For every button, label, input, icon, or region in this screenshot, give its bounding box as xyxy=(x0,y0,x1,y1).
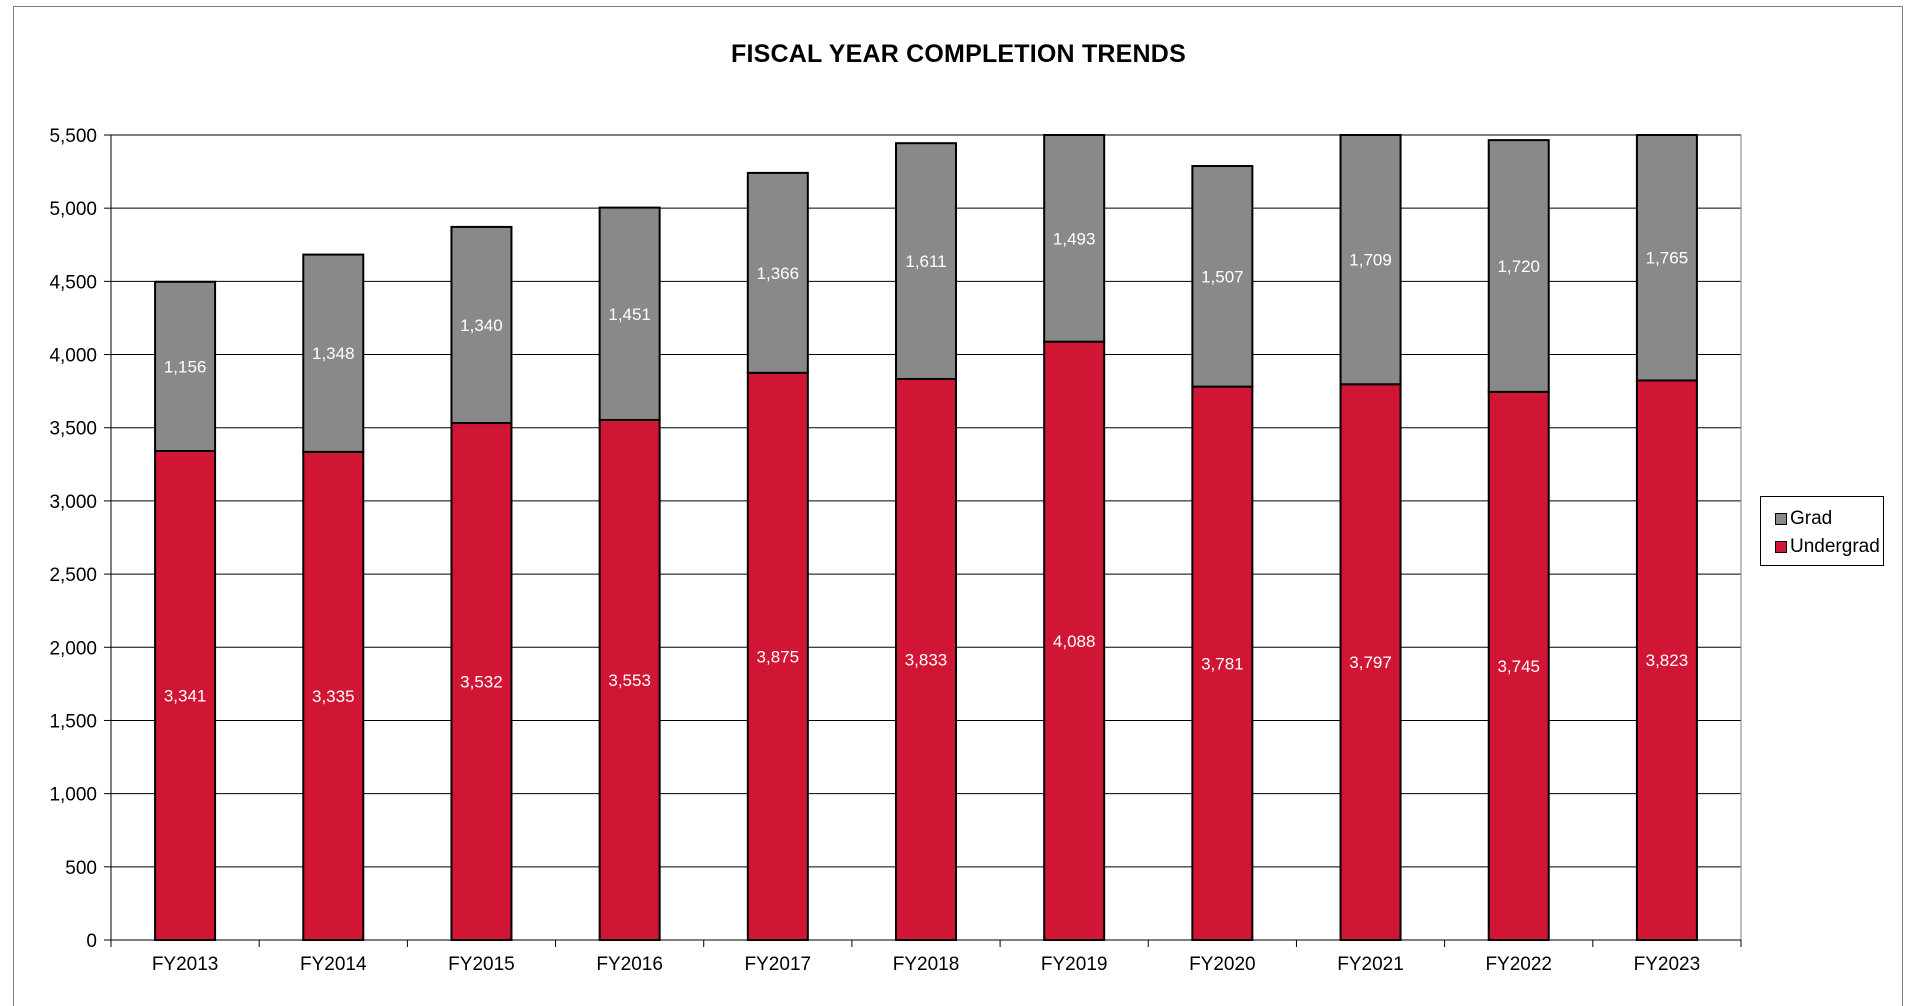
data-label-grad: 1,366 xyxy=(757,264,800,283)
data-label-grad: 1,765 xyxy=(1646,249,1689,268)
x-tick-label: FY2015 xyxy=(448,954,515,975)
y-tick-label: 4,000 xyxy=(49,346,97,367)
bar-undergrad-fy2018 xyxy=(895,377,957,942)
bar-grad-fy2019 xyxy=(1043,134,1106,343)
y-tick-label: 4,500 xyxy=(49,272,97,293)
x-tick-label: FY2020 xyxy=(1189,954,1256,975)
legend-item-undergrad: Undergrad xyxy=(1775,535,1880,559)
x-tick-label: FY2019 xyxy=(1041,954,1108,975)
chart-title: FISCAL YEAR COMPLETION TRENDS xyxy=(731,40,1186,68)
data-label-grad: 1,348 xyxy=(312,344,355,363)
data-label-undergrad: 3,781 xyxy=(1201,654,1244,673)
bars xyxy=(154,134,1698,942)
x-tick-label: FY2016 xyxy=(596,954,663,975)
bar-undergrad-fy2022 xyxy=(1487,390,1550,942)
data-label-undergrad: 3,875 xyxy=(757,647,800,666)
data-label-grad: 1,507 xyxy=(1201,267,1244,286)
x-tick-label: FY2013 xyxy=(152,954,219,975)
x-tick-label: FY2022 xyxy=(1485,954,1552,975)
x-tick-label: FY2014 xyxy=(300,954,367,975)
legend-label-undergrad: Undergrad xyxy=(1790,536,1880,557)
y-tick-label: 2,500 xyxy=(49,565,97,586)
labels: 0 500 1,000 1,500 2,000 2,500 3,000 3,500 4,000 4… xyxy=(49,126,1700,975)
bar-grad-fy2016 xyxy=(598,206,661,421)
bar-grad-fy2020 xyxy=(1191,165,1254,388)
bar-undergrad-fy2019 xyxy=(1043,340,1106,941)
bar-grad-fy2014 xyxy=(302,253,365,453)
y-tick-label: 3,000 xyxy=(49,492,97,513)
y-tick-label: 3,500 xyxy=(49,419,97,440)
x-tick-label: FY2017 xyxy=(745,954,812,975)
x-tick-label: FY2023 xyxy=(1634,954,1701,975)
data-label-grad: 1,340 xyxy=(460,316,503,335)
bar-grad-fy2023 xyxy=(1635,134,1698,382)
data-label-grad: 1,156 xyxy=(164,357,207,376)
legend-item-grad: Grad xyxy=(1775,507,1832,531)
legend-label-grad: Grad xyxy=(1790,508,1833,529)
legend-swatch-undergrad xyxy=(1775,541,1787,553)
bar-grad-fy2021 xyxy=(1339,134,1402,386)
data-label-undergrad: 3,532 xyxy=(460,673,503,692)
y-tick-label: 0 xyxy=(86,931,97,952)
bar-grad-fy2017 xyxy=(746,171,809,374)
data-label-undergrad: 4,088 xyxy=(1053,632,1096,651)
bar-grad-fy2015 xyxy=(450,225,513,425)
y-tick-label: 2,000 xyxy=(49,638,97,659)
legend: Grad Undergrad xyxy=(1760,496,1884,566)
data-label-grad: 1,709 xyxy=(1349,251,1392,270)
y-tick-label: 500 xyxy=(65,858,97,879)
x-tick-label: FY2018 xyxy=(893,954,960,975)
bar-undergrad-fy2015 xyxy=(450,422,513,941)
data-label-undergrad: 3,553 xyxy=(608,671,651,690)
bar-grad-fy2013 xyxy=(154,280,217,452)
data-label-undergrad: 3,797 xyxy=(1349,653,1392,672)
legend-swatch-grad xyxy=(1775,513,1787,525)
data-label-grad: 1,611 xyxy=(905,252,946,271)
bar-grad-fy2018 xyxy=(895,142,957,380)
bar-grad-fy2022 xyxy=(1487,139,1550,393)
y-tick-label: 1,000 xyxy=(49,785,97,806)
bar-undergrad-fy2021 xyxy=(1339,383,1402,941)
y-tick-label: 5,000 xyxy=(49,199,97,220)
bar-undergrad-fy2017 xyxy=(746,371,809,942)
data-label-grad: 1,493 xyxy=(1053,229,1096,248)
data-label-undergrad: 3,745 xyxy=(1497,657,1540,676)
y-tick-label: 5,500 xyxy=(49,126,97,147)
data-label-undergrad: 3,341 xyxy=(164,686,207,705)
bar-undergrad-fy2016 xyxy=(598,418,661,942)
y-tick-label: 1,500 xyxy=(49,711,97,732)
axes xyxy=(104,134,1742,947)
data-label-grad: 1,451 xyxy=(608,305,651,324)
data-label-undergrad: 3,833 xyxy=(905,650,948,669)
bar-undergrad-fy2020 xyxy=(1191,385,1254,941)
data-label-grad: 1,720 xyxy=(1497,257,1540,276)
data-label-undergrad: 3,823 xyxy=(1646,651,1689,670)
data-label-undergrad: 3,335 xyxy=(312,687,355,706)
x-tick-label: FY2021 xyxy=(1337,954,1404,975)
